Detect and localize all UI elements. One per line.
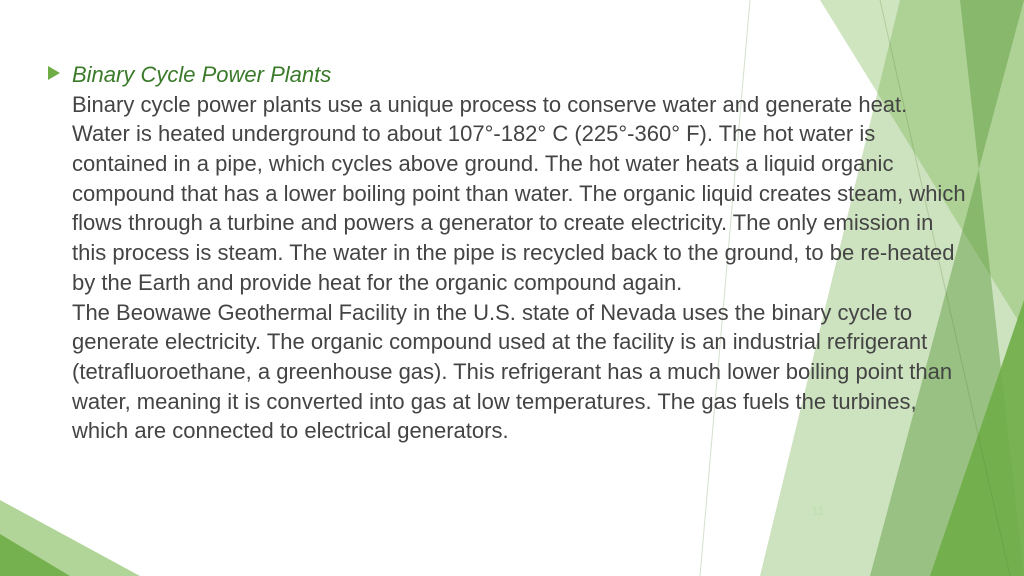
text-body: Binary Cycle Power Plants Binary cycle p… [72,60,968,446]
paragraph-2: The Beowawe Geothermal Facility in the U… [72,298,968,446]
page-number: 11 [812,504,824,518]
heading: Binary Cycle Power Plants [72,60,968,90]
content-block: Binary Cycle Power Plants Binary cycle p… [48,60,968,446]
bullet-item: Binary Cycle Power Plants Binary cycle p… [48,60,968,446]
paragraph-1: Binary cycle power plants use a unique p… [72,90,968,298]
slide: Binary Cycle Power Plants Binary cycle p… [0,0,1024,576]
bullet-triangle-icon [48,66,60,80]
